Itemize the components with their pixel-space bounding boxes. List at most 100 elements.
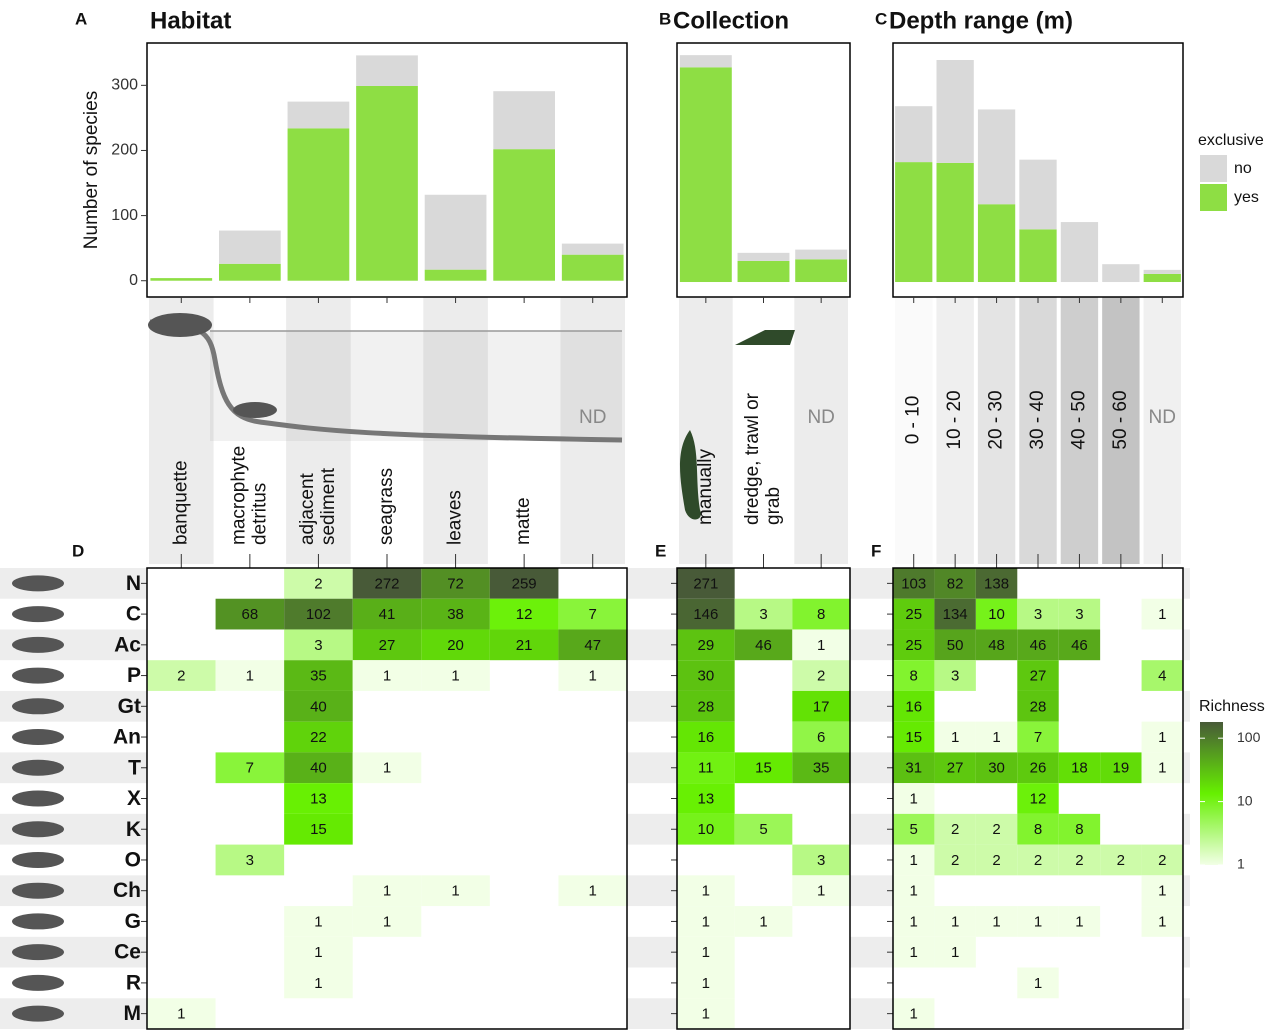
heat-cell <box>893 813 935 845</box>
category-label: dredge, trawl orgrab <box>742 392 784 525</box>
heat-cell <box>893 783 935 814</box>
bar <box>895 106 933 163</box>
legend-label: yes <box>1234 189 1259 206</box>
heat-cell <box>215 660 285 691</box>
heat-cell <box>792 844 850 876</box>
heat-cell <box>147 660 216 691</box>
heat-cell <box>489 568 559 599</box>
row-label: Ac <box>114 633 141 656</box>
heat-cell <box>215 752 285 784</box>
cell-label: 1 <box>314 913 322 930</box>
cell-label: 2 <box>951 852 959 869</box>
y-tick-label: 200 <box>111 142 138 159</box>
heat-cell <box>558 629 627 661</box>
cell-label: 10 <box>988 606 1005 623</box>
cell-label: 3 <box>951 668 959 685</box>
bar <box>1060 222 1099 283</box>
cell-label: 30 <box>697 668 714 685</box>
category-label: 50 - 60 <box>1110 390 1131 449</box>
heat-cell <box>147 998 216 1029</box>
heat-cell <box>893 998 935 1029</box>
cell-label: 17 <box>813 698 830 715</box>
cell-label: 2 <box>1158 852 1166 869</box>
heat-cell <box>893 844 935 876</box>
y-axis-label: Number of species <box>81 91 102 249</box>
heat-cell <box>1141 660 1183 691</box>
bar <box>737 252 790 261</box>
heat-cell <box>421 568 490 599</box>
bar <box>493 91 555 150</box>
taxon-icon <box>12 974 64 991</box>
bar <box>795 259 848 283</box>
column-band <box>936 297 974 564</box>
heat-cell <box>934 721 976 753</box>
cell-label: 146 <box>693 606 718 623</box>
cell-label: 2 <box>1117 852 1125 869</box>
cell-label: 1 <box>314 944 322 961</box>
row-label: Ch <box>113 879 141 902</box>
cell-label: 1 <box>383 883 391 900</box>
heat-cell <box>421 660 490 691</box>
heat-cell <box>284 813 353 845</box>
taxon-icon <box>12 790 64 807</box>
heat-cell <box>934 936 976 968</box>
cell-label: 47 <box>584 637 601 654</box>
heat-cell <box>677 568 735 599</box>
heat-cell <box>975 906 1018 937</box>
y-tick-label: 100 <box>111 207 138 224</box>
bar <box>679 55 732 68</box>
heat-cell <box>934 752 976 784</box>
category-label: ND <box>1149 407 1176 428</box>
cell-label: 1 <box>1034 975 1042 992</box>
heat-cell <box>1017 721 1059 753</box>
category-label: banquette <box>170 460 191 545</box>
row-label: K <box>126 818 141 841</box>
heat-cell <box>558 660 627 691</box>
category-label: matte <box>513 497 534 545</box>
heat-cell <box>558 875 627 907</box>
heat-cell <box>893 598 935 630</box>
heat-cell <box>1017 660 1059 691</box>
heat-cell <box>284 629 353 661</box>
cell-label: 1 <box>910 852 918 869</box>
taxon-icon <box>12 913 64 930</box>
cell-label: 25 <box>905 637 922 654</box>
heat-cell <box>352 906 422 937</box>
cell-label: 1 <box>992 729 1000 746</box>
diver-icon <box>680 430 702 520</box>
row-label: R <box>126 971 141 994</box>
category-label: leaves <box>445 490 466 545</box>
row-label: Gt <box>118 695 141 718</box>
heat-cell <box>1141 875 1183 907</box>
bar <box>936 162 974 283</box>
colorbar-label: 1 <box>1237 856 1245 872</box>
heat-cell <box>1058 598 1101 630</box>
heat-cell <box>421 629 490 661</box>
heat-cell <box>677 752 735 784</box>
detritus-icon <box>233 402 277 418</box>
taxon-icon <box>12 729 64 746</box>
heat-cell <box>677 998 735 1029</box>
bar <box>679 67 732 283</box>
heat-cell <box>421 598 490 630</box>
cell-label: 2 <box>1075 852 1083 869</box>
cell-label: 1 <box>1158 913 1166 930</box>
cell-label: 35 <box>813 760 830 777</box>
cell-label: 2 <box>992 821 1000 838</box>
cell-label: 46 <box>1071 637 1088 654</box>
heat-cell <box>677 783 735 814</box>
cell-label: 1 <box>910 1006 918 1023</box>
cell-label: 6 <box>817 729 825 746</box>
bar <box>424 269 487 281</box>
heat-cell <box>934 598 976 630</box>
cell-label: 40 <box>310 760 327 777</box>
heat-cell <box>934 844 976 876</box>
heat-cell <box>734 906 793 937</box>
taxon-icon <box>12 882 64 899</box>
row-label: C <box>126 603 141 626</box>
cell-label: 27 <box>947 760 964 777</box>
category-label: 30 - 40 <box>1027 390 1048 449</box>
cell-label: 1 <box>314 975 322 992</box>
heat-cell <box>792 721 850 753</box>
heat-cell <box>893 875 935 907</box>
